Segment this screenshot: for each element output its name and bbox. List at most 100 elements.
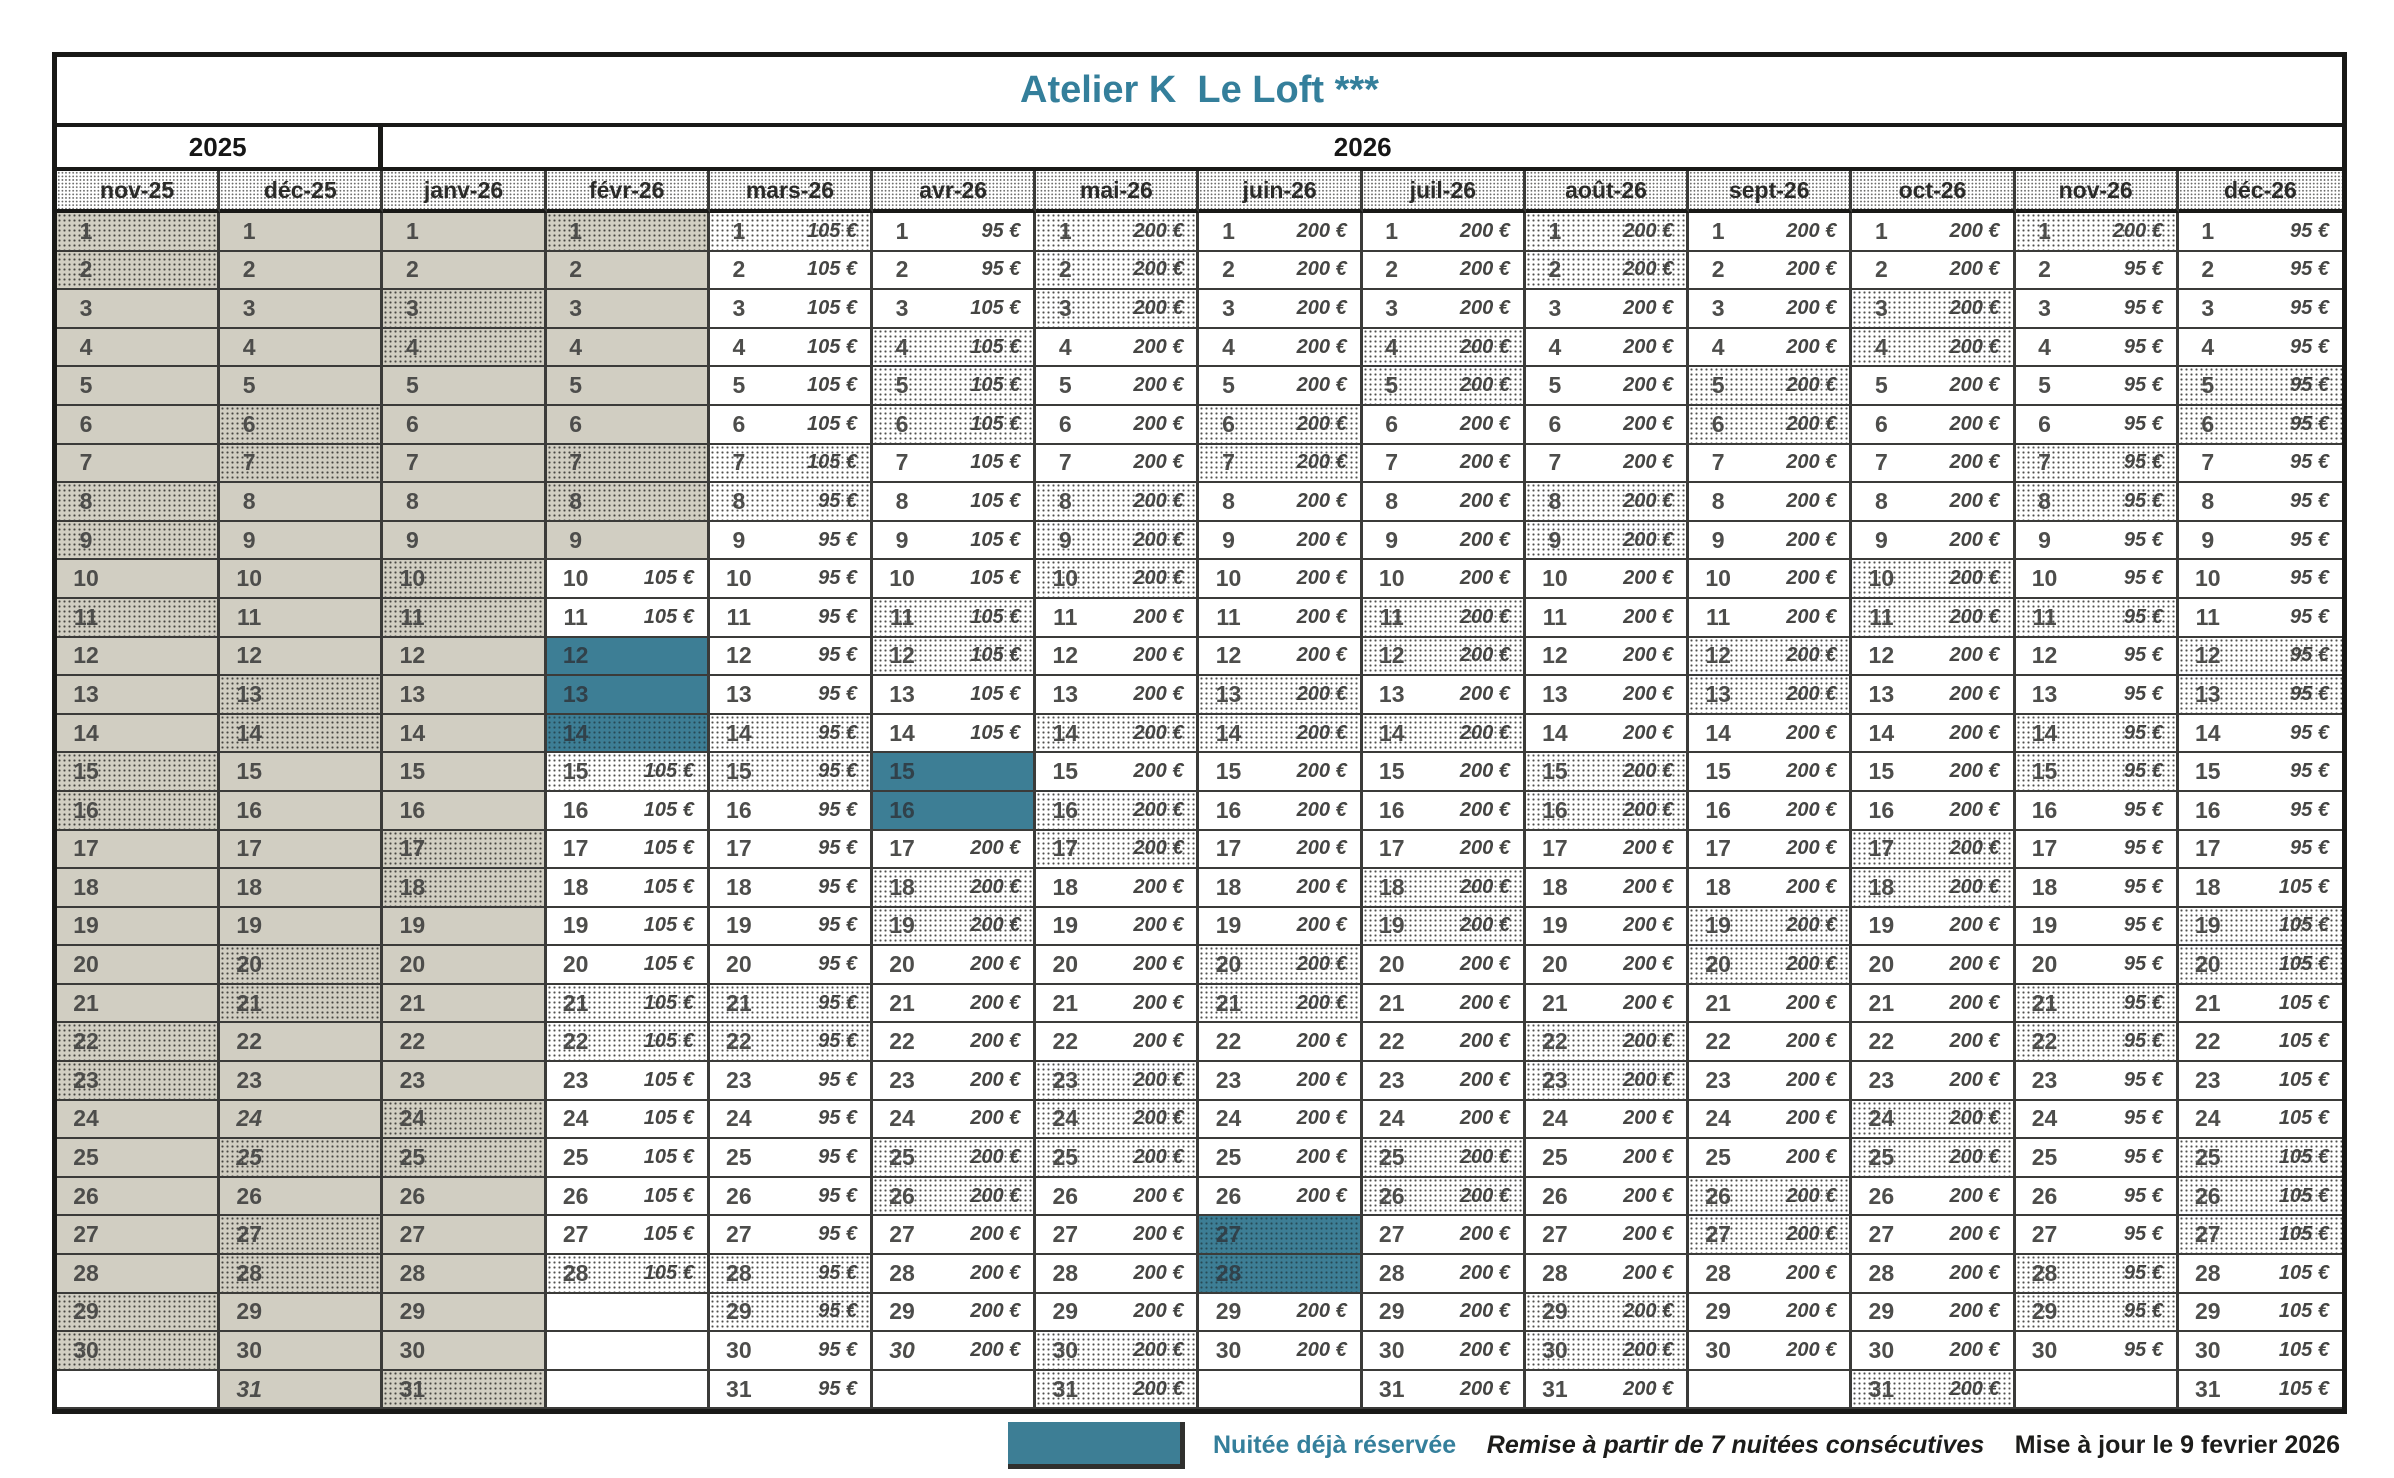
day-number: 28	[1542, 1259, 1568, 1286]
day-number: 26	[726, 1182, 752, 1209]
day-number: 8	[569, 487, 583, 514]
day-price: 200 €	[1949, 528, 2000, 551]
day-price: 105 €	[2278, 875, 2329, 898]
day-cell: 29 200 €	[1689, 1293, 1853, 1333]
day-number: 29	[1378, 1298, 1405, 1325]
day-cell: 4	[57, 328, 221, 368]
day-price: 200 €	[1296, 219, 1347, 242]
day-number: 7	[732, 449, 746, 476]
day-number: 20	[236, 951, 262, 978]
day-cell: 23 105 €	[2178, 1062, 2342, 1101]
day-number: 2	[1222, 256, 1235, 283]
day-price: 200 €	[1133, 1146, 1184, 1169]
day-number: 25	[726, 1144, 752, 1171]
day-cell: 2 200 €	[1199, 251, 1363, 291]
day-cell: 4 105 €	[709, 328, 874, 368]
day-price: 200 €	[1623, 953, 1674, 976]
day-cell: 7 105 €	[709, 444, 874, 484]
day-price: 95 €	[818, 760, 858, 783]
day-cell: 29 105 €	[2178, 1293, 2342, 1333]
day-number: 16	[73, 796, 99, 823]
day-number: 21	[1868, 989, 1895, 1016]
day-price: 200 €	[1459, 296, 1510, 319]
day-number: 25	[73, 1144, 99, 1171]
day-cell: 8 95 €	[2178, 483, 2342, 522]
day-number: 1	[242, 217, 256, 244]
day-cell: 30 95 €	[709, 1332, 874, 1371]
day-price: 200 €	[1623, 875, 1674, 898]
day-cell: 1 200 €	[2015, 213, 2179, 252]
day-price: 200 €	[1133, 1068, 1184, 1091]
day-cell: 5	[57, 367, 221, 406]
day-number: 23	[2031, 1066, 2058, 1093]
day-price: 95 €	[2123, 605, 2163, 628]
day-number: 29	[2031, 1298, 2058, 1325]
day-price: 105 €	[2278, 914, 2329, 937]
day-cell: 25	[220, 1139, 384, 1178]
day-number: 22	[889, 1028, 915, 1055]
day-number: 12	[889, 642, 915, 669]
day-cell: 17 105 €	[546, 830, 710, 870]
day-cell: 26 200 €	[1199, 1177, 1363, 1217]
day-number: 18	[1542, 873, 1568, 900]
day-cell: 2 105 €	[709, 251, 874, 291]
day-price: 200 €	[1949, 1377, 2000, 1400]
day-cell: 30 200 €	[873, 1332, 1037, 1371]
day-price: 200 €	[1459, 1184, 1510, 1207]
day-price: 200 €	[1786, 412, 1837, 435]
day-price: 200 €	[1786, 219, 1837, 242]
day-price: 200 €	[1786, 374, 1837, 397]
day-number: 7	[895, 449, 909, 476]
day-price: 95 €	[2123, 296, 2163, 319]
day-number: 12	[726, 642, 752, 669]
day-cell: 14 200 €	[1689, 714, 1853, 754]
day-cell: 13 200 €	[1199, 676, 1363, 715]
page-title: Atelier K Le Loft ***	[57, 57, 2342, 127]
day-cell: 15	[873, 753, 1037, 792]
day-cell: 11 105 €	[873, 598, 1037, 638]
day-number: 22	[1542, 1028, 1568, 1055]
day-number: 20	[399, 951, 426, 978]
day-cell: 27 95 €	[709, 1216, 874, 1256]
day-number: 20	[1705, 951, 1731, 978]
day-number: 17	[1378, 835, 1405, 862]
day-price: 200 €	[1296, 1107, 1347, 1130]
day-price: 95 €	[2290, 682, 2329, 705]
day-cell: 11 95 €	[2015, 598, 2179, 638]
day-number: 8	[1874, 487, 1888, 514]
day-cell: 26	[220, 1177, 384, 1217]
day-price: 200 €	[1786, 1107, 1837, 1130]
day-cell: 11	[220, 598, 384, 638]
day-number: 11	[1053, 603, 1078, 630]
day-price: 105 €	[643, 875, 694, 898]
day-price: 200 €	[1459, 605, 1510, 628]
day-price: 200 €	[970, 1030, 1021, 1053]
day-cell: 13 95 €	[2015, 676, 2179, 715]
day-cell: 5 200 €	[1525, 367, 1690, 406]
day-number: 6	[406, 410, 419, 437]
day-price: 200 €	[1459, 374, 1510, 397]
day-cell: 9	[383, 521, 547, 561]
day-cell: 30 200 €	[1852, 1332, 2016, 1371]
day-cell: 25 95 €	[709, 1139, 874, 1178]
day-number: 4	[1548, 333, 1562, 360]
day-number: 27	[889, 1221, 915, 1248]
day-number: 9	[2038, 526, 2051, 553]
day-price: 200 €	[1623, 296, 1674, 319]
day-cell: 23 105 €	[546, 1062, 710, 1101]
day-cell: 15	[220, 753, 384, 792]
day-cell: 26 200 €	[873, 1177, 1037, 1217]
day-number: 27	[2194, 1221, 2221, 1248]
day-cell: 15 95 €	[2178, 753, 2342, 792]
day-number: 26	[1868, 1182, 1895, 1209]
day-cell: 20 95 €	[709, 946, 874, 985]
day-cell: 29 200 €	[1199, 1293, 1363, 1333]
month-header-mai-26: mai-26	[1036, 171, 1200, 213]
day-price: 95 €	[2290, 644, 2329, 667]
day-number: 16	[1215, 796, 1242, 823]
day-cell: 9 200 €	[1036, 521, 1200, 561]
day-number: 5	[2201, 372, 2215, 399]
day-number: 22	[1215, 1028, 1242, 1055]
day-cell: 22 200 €	[1199, 1023, 1363, 1063]
day-number: 30	[726, 1337, 752, 1364]
